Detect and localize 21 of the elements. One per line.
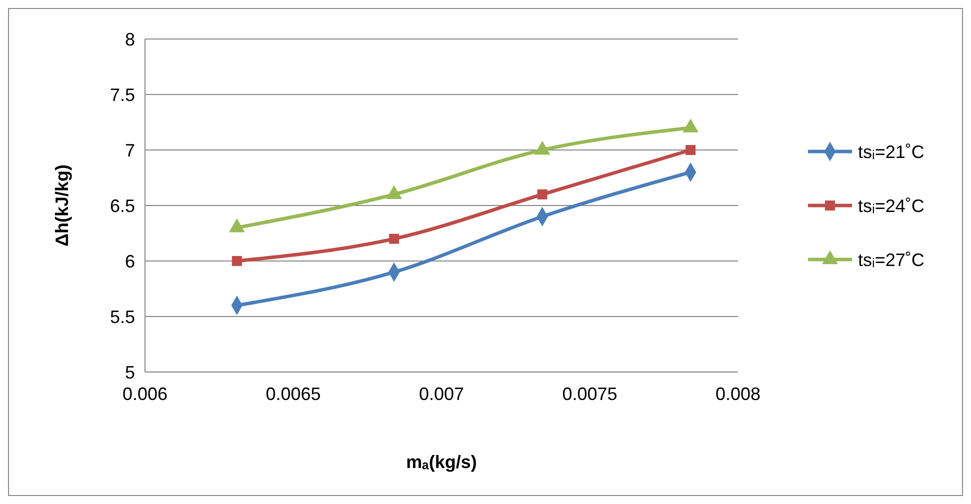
y-tick-label: 5.5	[110, 306, 135, 327]
legend-label: tsᵢ=27˚C	[858, 250, 924, 270]
y-tick-label: 6	[124, 251, 135, 272]
point	[389, 234, 400, 244]
point	[232, 256, 242, 266]
point	[537, 189, 548, 200]
point	[686, 145, 696, 155]
y-tick-label: 5	[124, 362, 135, 382]
x-tick-label: 0.007	[418, 384, 464, 404]
x-axis-title: mₐ(kg/s)	[406, 452, 477, 472]
legend-label: tsᵢ=21˚C	[858, 142, 924, 162]
y-axis-title: Δh(kJ/kg)	[52, 164, 72, 246]
legend-label: tsᵢ=24˚C	[858, 196, 924, 216]
y-tick-label: 7	[124, 140, 135, 160]
x-tick-label: 0.006	[122, 384, 168, 404]
x-tick-label: 0.0065	[266, 384, 321, 404]
y-tick-label: 6.5	[110, 196, 135, 216]
y-tick-label: 7.5	[110, 84, 135, 105]
y-tick-label: 8	[124, 29, 135, 50]
x-tick-label: 0.0075	[562, 384, 618, 404]
x-tick-label: 0.008	[715, 384, 761, 404]
